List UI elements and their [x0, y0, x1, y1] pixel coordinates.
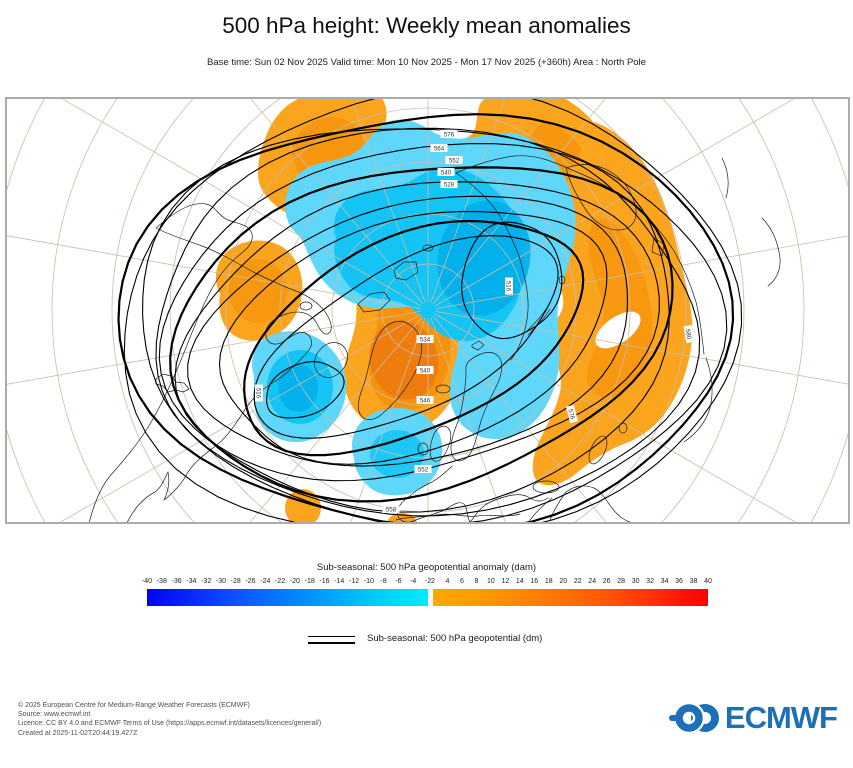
- contour-legend-label: Sub-seasonal: 500 hPa geopotential (dm): [367, 633, 543, 644]
- contour-legend: Sub-seasonal: 500 hPa geopotential (dm): [308, 633, 542, 644]
- chart-subtitle: Base time: Sun 02 Nov 2025 Valid time: M…: [207, 57, 646, 68]
- footer-line: Created at 2025-11-02T20:44:19.427Z: [18, 729, 138, 737]
- svg-text:546: 546: [420, 397, 431, 404]
- svg-text:552: 552: [449, 157, 460, 164]
- footer-line: Licence: CC BY 4.0 and ECMWF Terms of Us…: [18, 720, 322, 728]
- ecmwf-logo-text: ECMWF: [724, 700, 838, 735]
- ecmwf-logo: ECMWF: [668, 698, 838, 738]
- footer-attribution: © 2025 European Centre for Medium-Range …: [18, 701, 321, 738]
- svg-text:528: 528: [444, 181, 455, 188]
- map-canvas: 576 564 552 540 528 516 516 534 540 546 552 558 576 5…: [5, 97, 850, 524]
- colorbar-title: Sub-seasonal: 500 hPa geopotential anoma…: [316, 562, 537, 573]
- svg-text:516: 516: [255, 388, 262, 399]
- svg-text:540: 540: [420, 367, 431, 374]
- polar-map: 576 564 552 540 528 516 516 534 540 546 552 558 576 5…: [6, 98, 849, 523]
- colorbar-negative-gradient: [147, 589, 428, 606]
- page-title: 500 hPa height: Weekly mean anomalies: [222, 13, 631, 38]
- svg-text:564: 564: [434, 145, 445, 152]
- colorbar-negative-ticks: -40 -38 -36 -34 -32 -30 -28 -26 -24 -22 -20 -18 -16-…: [141, 578, 432, 585]
- svg-text:580: 580: [684, 328, 693, 340]
- ecmwf-logo-mark: [668, 702, 719, 734]
- footer-line: © 2025 European Centre for Medium-Range …: [18, 702, 250, 709]
- footer-line: Source: www.ecmwf.int: [18, 711, 91, 719]
- colorbar-positive-ticks: 2 4 6 8 10 12 14 16 18 20 22 24 26 28 30 32 34 36 38 40: [431, 578, 712, 585]
- svg-text:552: 552: [418, 466, 429, 473]
- svg-text:576: 576: [566, 408, 576, 420]
- svg-text:558: 558: [386, 506, 397, 513]
- svg-text:576: 576: [444, 131, 455, 138]
- geopotential-contours: [117, 98, 743, 523]
- colorbar-positive-gradient: [433, 589, 708, 606]
- svg-text:516: 516: [505, 281, 512, 292]
- contour-line-swatch: [308, 635, 355, 644]
- graticule: [6, 98, 849, 523]
- svg-text:534: 534: [420, 336, 431, 343]
- svg-text:540: 540: [441, 169, 452, 176]
- contour-labels: 576 564 552 540 528 516 516 534 540 546 552 558 576 5…: [255, 130, 695, 513]
